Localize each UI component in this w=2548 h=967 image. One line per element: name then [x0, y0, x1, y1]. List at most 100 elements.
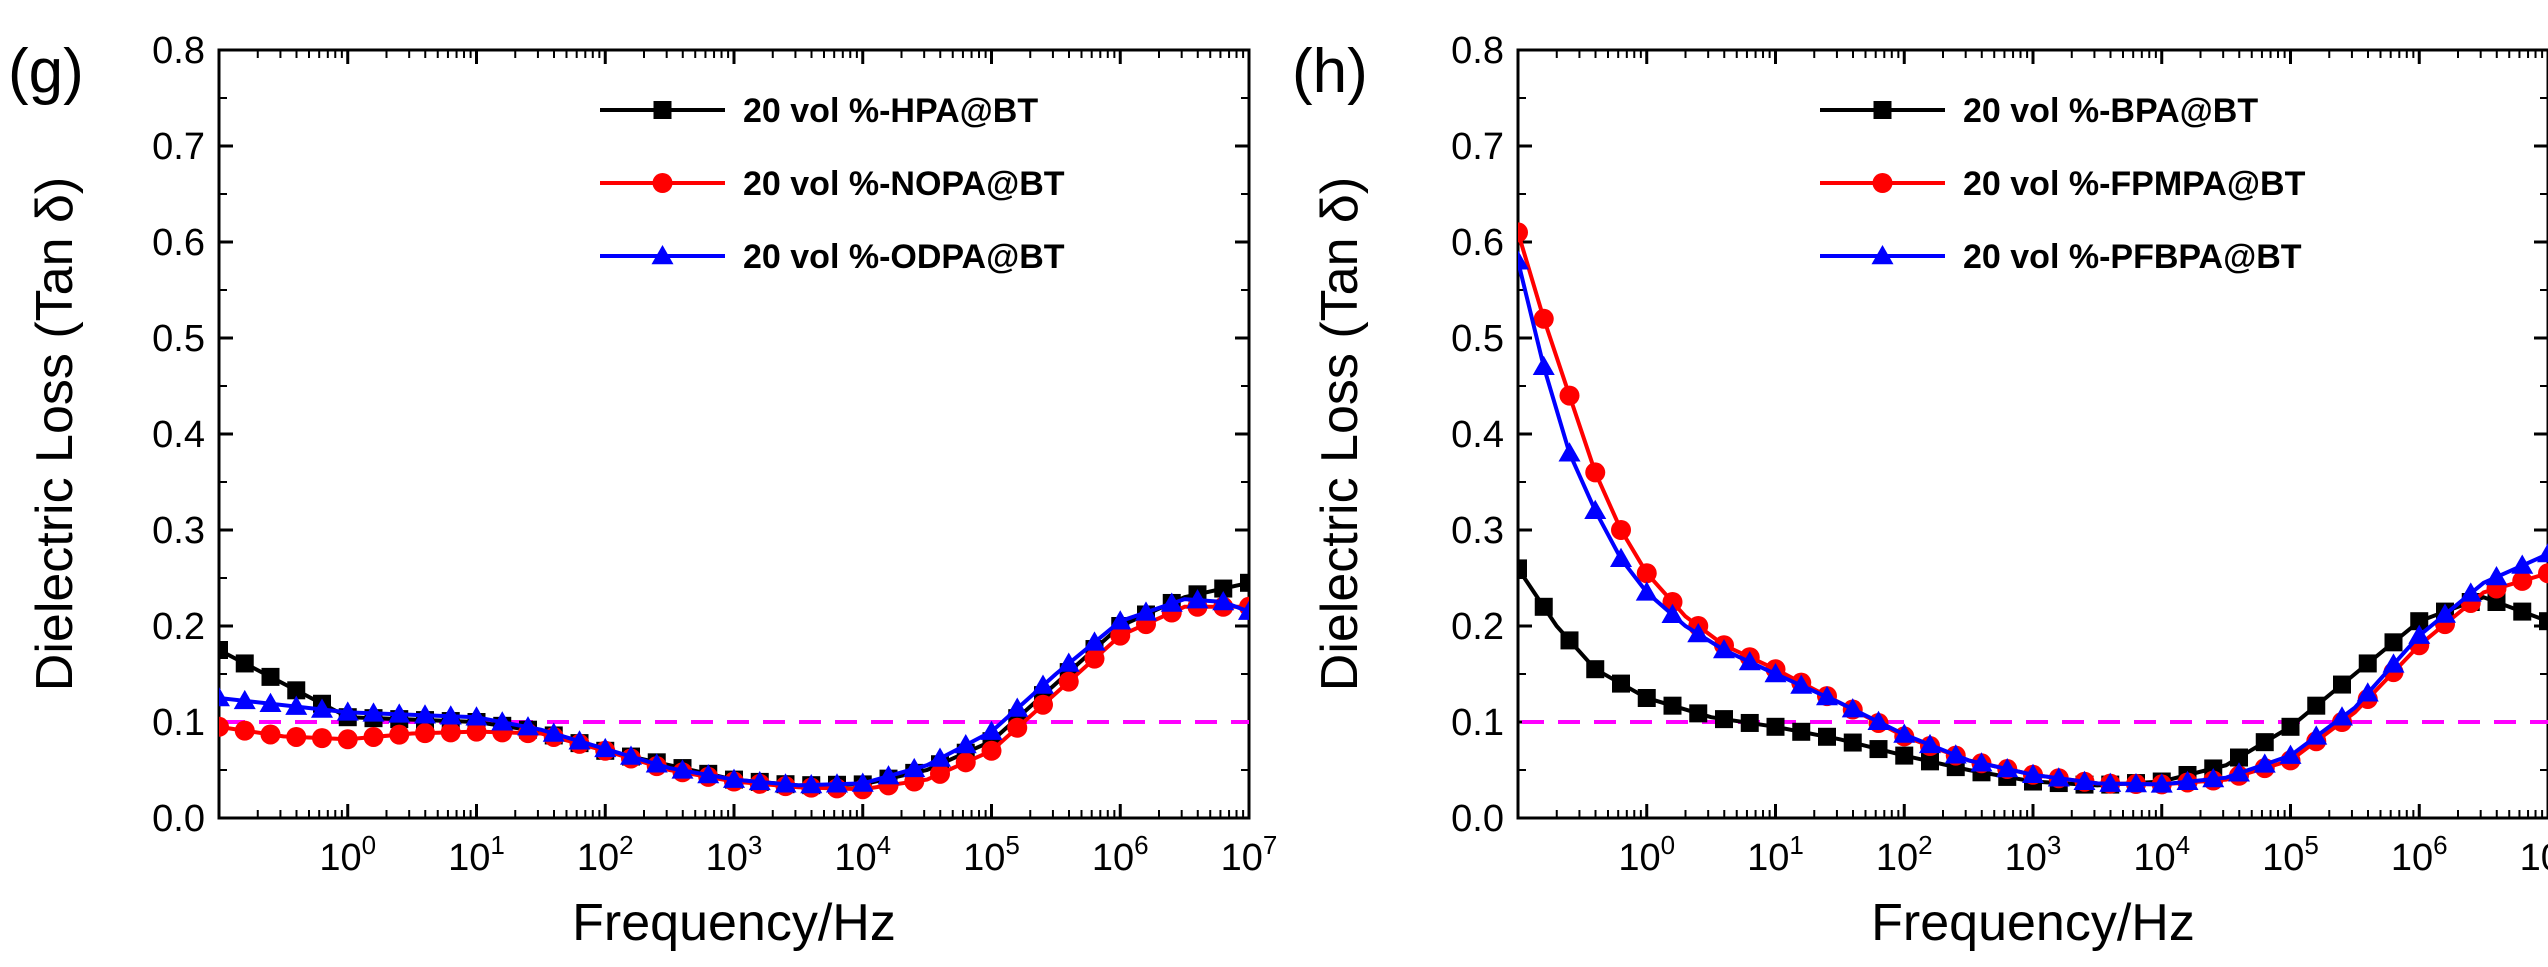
data-point: [1560, 631, 1579, 650]
y-tick-label: 0.8: [1451, 30, 1504, 72]
data-point: [2538, 563, 2548, 584]
data-point: [2537, 543, 2548, 563]
x-tick-label: 102: [1876, 830, 1933, 879]
data-point: [568, 730, 591, 750]
data-point: [2459, 582, 2482, 602]
data-point: [929, 747, 951, 767]
y-tick-label: 0.5: [1451, 318, 1504, 360]
data-point: [2333, 675, 2351, 694]
data-point: [800, 773, 823, 794]
data-point: [337, 729, 358, 750]
data-point: [1764, 663, 1787, 683]
y-tick-label: 0.1: [152, 702, 205, 744]
data-point: [1585, 462, 1606, 483]
x-tick-label: 105: [2262, 830, 2319, 879]
data-point: [2228, 762, 2250, 782]
data-point: [219, 687, 230, 707]
data-point: [954, 734, 977, 754]
data-point: [1996, 758, 2019, 778]
data-point: [955, 752, 976, 773]
data-point: [1006, 697, 1029, 717]
data-layer: [219, 573, 1249, 800]
panel-h: (h) 0.0 0.1 0.2 0.3 0.4 0.5 0.6 0.7 0.8 100 101 102 1…: [1292, 30, 2548, 952]
data-point: [465, 706, 488, 726]
data-point: [287, 681, 306, 700]
data-point: [1518, 559, 1527, 578]
data-point: [1713, 639, 1735, 659]
data-point: [903, 757, 926, 778]
data-point: [415, 723, 435, 744]
data-point: [234, 720, 255, 741]
y-tick-label: 0.7: [152, 126, 205, 168]
y-tick-label: 0.3: [152, 510, 205, 552]
data-point: [261, 667, 280, 686]
data-point: [1843, 733, 1862, 752]
data-point: [2279, 744, 2302, 764]
data-point: [1058, 671, 1079, 692]
data-point: [466, 721, 487, 742]
panel-g: (g) 0.0 0.1 0.2 0.3 0.4 0.5 0.6 0.7 0.8 100 101 102 1…: [8, 30, 1277, 952]
x-tick-label: 100: [1618, 830, 1675, 879]
data-point: [1869, 740, 1888, 759]
data-point: [1559, 385, 1580, 406]
data-point: [877, 765, 900, 785]
data-point: [723, 768, 745, 788]
panel-label: (g): [8, 37, 84, 106]
legend-marker: [651, 245, 674, 265]
data-point: [1238, 600, 1249, 620]
data-point: [620, 745, 642, 765]
data-point: [2281, 717, 2300, 736]
data-point: [2125, 773, 2147, 793]
x-tick-label: 101: [448, 830, 505, 879]
y-axis-title: Dielectric Loss (Tan δ): [1311, 177, 1369, 691]
data-point: [1160, 592, 1183, 612]
data-point: [930, 763, 950, 784]
x-tick-label: 107: [1221, 830, 1278, 879]
data-point: [1818, 727, 1836, 746]
data-point: [774, 773, 797, 793]
data-point: [2150, 773, 2173, 793]
data-point: [219, 641, 228, 659]
data-point: [2255, 733, 2274, 752]
y-tick-label: 0.0: [152, 798, 205, 840]
y-tick-label: 0.8: [152, 30, 205, 72]
data-point: [389, 724, 410, 745]
data-point: [2253, 753, 2276, 773]
y-tick-label: 0.2: [152, 606, 205, 648]
data-point: [1635, 581, 1658, 601]
data-point: [1135, 601, 1157, 621]
data-point: [1186, 589, 1209, 609]
data-point: [2176, 770, 2199, 790]
data-point: [2022, 763, 2044, 784]
data-point: [1661, 603, 1684, 624]
data-point: [1611, 520, 1631, 540]
data-point: [2099, 772, 2122, 792]
x-tick-label: 102: [577, 830, 634, 879]
data-point: [2202, 768, 2225, 788]
x-tick-label: 105: [963, 830, 1020, 879]
data-point: [1792, 722, 1811, 741]
data-point: [2331, 706, 2353, 726]
data-point: [1586, 660, 1605, 679]
data-point: [517, 716, 539, 736]
data-point: [826, 773, 848, 793]
data-point: [286, 726, 307, 747]
legend-label: 20 vol %-HPA@BT: [743, 92, 1038, 130]
series-line: [219, 580, 1249, 788]
data-point: [1110, 625, 1131, 646]
data-point: [285, 695, 308, 715]
y-tick-label: 0.1: [1451, 702, 1504, 744]
x-tick-label: 103: [706, 830, 763, 879]
data-point: [671, 759, 694, 779]
x-tick-label: 107: [2520, 830, 2548, 879]
panel-label: (h): [1292, 37, 1368, 106]
data-layer: [1518, 222, 2548, 795]
data-point: [2382, 653, 2405, 673]
data-point: [1610, 547, 1632, 568]
data-point: [1970, 752, 1993, 772]
data-point: [2358, 654, 2377, 673]
data-point: [259, 692, 282, 713]
y-tick-label: 0.6: [1451, 222, 1504, 264]
data-point: [1738, 651, 1761, 671]
